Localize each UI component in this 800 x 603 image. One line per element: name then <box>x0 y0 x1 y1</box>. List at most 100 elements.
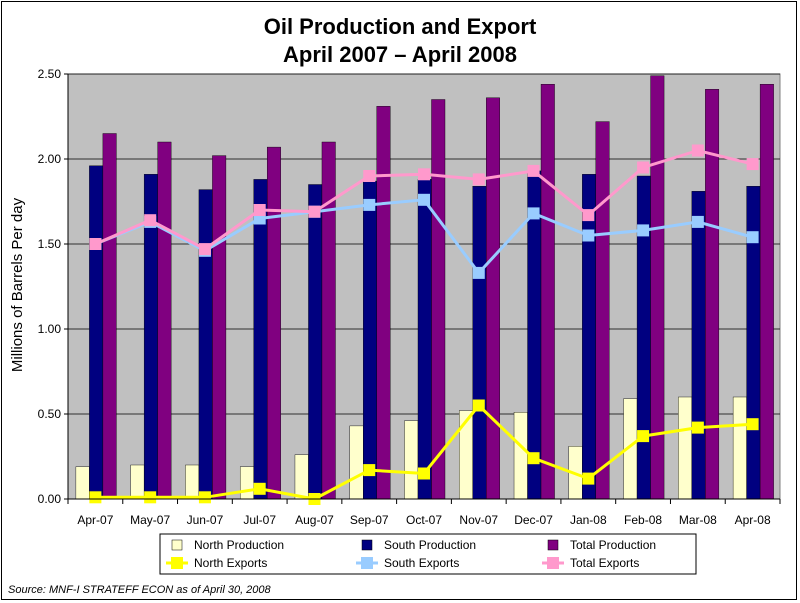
legend-marker-south-exports <box>361 557 373 569</box>
x-tick-label-oct-07: Oct-07 <box>406 513 442 527</box>
bar-north-production-dec-07 <box>513 412 528 500</box>
legend-swatch-total-production <box>547 539 559 551</box>
bar-south-production-jun-07 <box>198 189 213 500</box>
bar-total-production-mar-08 <box>705 89 720 500</box>
x-tick-label-dec-07: Dec-07 <box>514 513 553 527</box>
marker-north-exports-nov-07 <box>472 399 485 412</box>
marker-total-exports-apr-07 <box>89 238 102 250</box>
x-tick-label-aug-07: Aug-07 <box>295 513 334 527</box>
x-tick-label-jun-07: Jun-07 <box>187 513 224 527</box>
legend-label-total-exports: Total Exports <box>570 556 639 570</box>
marker-total-exports-nov-07 <box>472 173 485 186</box>
marker-north-exports-apr-08 <box>746 418 759 431</box>
marker-total-exports-jul-07 <box>253 204 266 216</box>
marker-total-exports-oct-07 <box>418 168 430 181</box>
y-tick-label-0-50: 0.50 <box>38 407 62 421</box>
marker-north-exports-sep-07 <box>363 464 376 477</box>
chart-title-line-2: April 2007 – April 2008 <box>283 42 517 67</box>
y-tick-label-2-50: 2.50 <box>38 67 62 81</box>
marker-south-exports-jan-08 <box>582 229 595 242</box>
marker-south-exports-apr-08 <box>746 231 759 244</box>
bar-south-production-dec-07 <box>527 170 542 500</box>
marker-south-exports-mar-08 <box>691 215 704 228</box>
bar-north-production-aug-07 <box>294 454 309 500</box>
bar-total-production-jun-07 <box>212 155 227 500</box>
source-note: Source: MNF-I STRATEFF ECON as of April … <box>8 584 272 596</box>
bar-north-production-jun-07 <box>185 464 200 500</box>
bar-total-production-jul-07 <box>266 146 281 500</box>
legend-marker-total-exports <box>547 557 559 569</box>
bar-total-production-apr-07 <box>102 133 117 500</box>
marker-north-exports-feb-08 <box>637 430 650 443</box>
bar-total-production-oct-07 <box>431 99 446 500</box>
marker-total-exports-sep-07 <box>363 170 376 182</box>
y-tick-label-1-00: 1.00 <box>38 322 62 336</box>
marker-north-exports-jul-07 <box>253 482 266 495</box>
bar-total-production-apr-08 <box>759 83 774 500</box>
legend: North Production South Production Total Pr… <box>159 533 697 575</box>
legend-swatch-north-production <box>171 539 183 551</box>
bar-north-production-apr-08 <box>732 396 747 500</box>
marker-total-exports-aug-07 <box>308 205 321 218</box>
marker-total-exports-jan-08 <box>582 209 595 222</box>
bar-north-production-mar-08 <box>678 396 693 500</box>
chart-title-line-1: Oil Production and Export <box>264 14 537 39</box>
x-tick-label-feb-08: Feb-08 <box>624 513 662 527</box>
x-tick-label-jan-08: Jan-08 <box>570 513 607 527</box>
marker-total-exports-mar-08 <box>691 144 704 157</box>
marker-south-exports-feb-08 <box>637 224 650 237</box>
bar-north-production-oct-07 <box>404 420 419 500</box>
axes: 0.00 0.50 1.00 1.50 2.00 2.50 Apr-07 May-07 Jun-… <box>38 67 781 527</box>
y-tick-label-2-00: 2.00 <box>38 152 62 166</box>
x-tick-label-apr-07: Apr-07 <box>77 513 113 527</box>
marker-south-exports-dec-07 <box>527 207 540 220</box>
legend-label-north-production: North Production <box>194 538 284 552</box>
y-axis-title: Millions of Barrels Per day <box>9 197 26 372</box>
marker-total-exports-may-07 <box>144 214 157 227</box>
legend-swatch-south-production <box>361 539 373 551</box>
legend-marker-north-exports <box>171 557 183 569</box>
x-tick-label-sep-07: Sep-07 <box>350 513 389 527</box>
bar-total-production-sep-07 <box>376 106 391 500</box>
marker-north-exports-jan-08 <box>582 472 595 485</box>
bar-total-production-dec-07 <box>540 83 555 500</box>
bar-total-production-may-07 <box>157 141 172 500</box>
legend-label-north-exports: North Exports <box>194 556 267 570</box>
x-tick-label-mar-08: Mar-08 <box>679 513 717 527</box>
legend-label-total-production: Total Production <box>570 538 656 552</box>
y-tick-label-1-50: 1.50 <box>38 237 62 251</box>
x-tick-label-nov-07: Nov-07 <box>459 513 498 527</box>
marker-north-exports-oct-07 <box>418 467 430 480</box>
bar-total-production-nov-07 <box>486 97 500 500</box>
bar-south-production-sep-07 <box>363 180 377 500</box>
marker-north-exports-jun-07 <box>198 491 211 504</box>
bar-south-production-mar-08 <box>691 191 706 500</box>
marker-south-exports-oct-07 <box>418 193 430 206</box>
bar-north-production-nov-07 <box>459 410 473 500</box>
bar-south-production-aug-07 <box>308 184 323 500</box>
bar-south-production-jan-08 <box>582 174 597 500</box>
bar-north-production-sep-07 <box>349 425 364 500</box>
legend-box <box>159 533 697 575</box>
legend-label-south-production: South Production <box>384 538 476 552</box>
bar-south-production-oct-07 <box>417 179 432 500</box>
bar-total-production-aug-07 <box>321 141 336 500</box>
y-tick-label-0-00: 0.00 <box>38 492 62 506</box>
plot-area <box>67 73 781 505</box>
bar-north-production-may-07 <box>130 464 145 500</box>
bar-south-production-jul-07 <box>253 179 268 500</box>
marker-total-exports-dec-07 <box>527 164 540 177</box>
marker-north-exports-mar-08 <box>691 421 704 434</box>
bar-south-production-nov-07 <box>472 185 487 500</box>
marker-total-exports-feb-08 <box>637 161 650 174</box>
x-tick-label-may-07: May-07 <box>130 513 170 527</box>
marker-total-exports-apr-08 <box>746 158 759 171</box>
marker-total-exports-jun-07 <box>198 243 211 256</box>
bar-north-production-jul-07 <box>239 466 254 500</box>
x-tick-label-apr-08: Apr-08 <box>735 513 771 527</box>
bar-north-production-apr-07 <box>75 466 90 500</box>
marker-north-exports-may-07 <box>144 491 157 504</box>
marker-north-exports-dec-07 <box>527 452 540 465</box>
marker-north-exports-apr-07 <box>89 491 102 504</box>
